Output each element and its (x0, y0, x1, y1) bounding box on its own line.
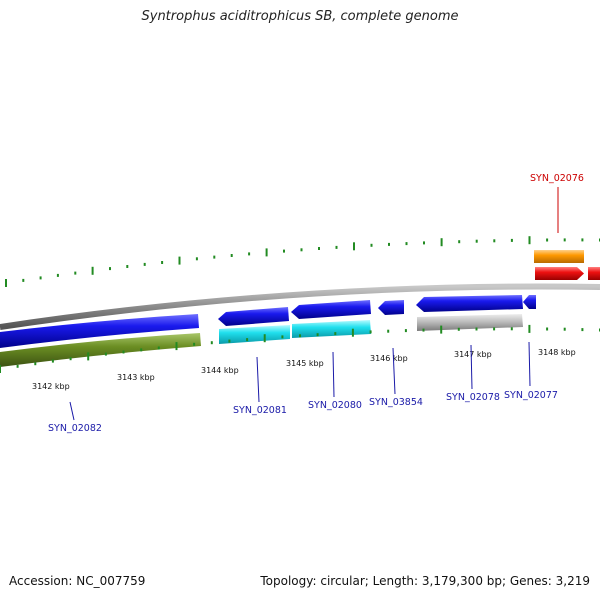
reverse-strand-cds-track (0, 295, 536, 348)
tick-label-3146: 3146 kbp (370, 354, 408, 363)
accession-text: Accession: NC_007759 (9, 574, 146, 588)
feature-syn-02076-orange[interactable] (534, 250, 584, 263)
leader-syn-02082 (69, 401, 75, 421)
feature-syn-02076-red[interactable] (535, 267, 584, 280)
tick-label-3148: 3148 kbp (538, 348, 576, 357)
gene-label-syn-02077[interactable]: SYN_02077 (504, 390, 558, 401)
gene-label-syn-02078[interactable]: SYN_02078 (446, 392, 500, 403)
gene-label-leaders (69, 187, 559, 421)
feature-syn-03854-cds[interactable] (378, 300, 404, 315)
feature-syn-02080-cds[interactable] (291, 300, 371, 319)
genome-info-text: Topology: circular; Length: 3,179,300 bp… (260, 574, 590, 588)
tick-label-3145: 3145 kbp (286, 359, 324, 368)
position-labels: 3142 kbp 3143 kbp 3144 kbp 3145 kbp 3146… (32, 348, 576, 391)
genome-backbone (0, 283, 600, 330)
gene-label-syn-02076[interactable]: SYN_02076 (530, 173, 584, 184)
outer-tick-marks (5, 236, 600, 287)
secondary-feature-track (0, 314, 523, 367)
gene-label-syn-02080[interactable]: SYN_02080 (308, 400, 362, 411)
feature-syn-02082-olive[interactable] (0, 333, 201, 367)
feature-syn-02078-grey[interactable] (417, 314, 523, 331)
inner-tick-marks (0, 324, 600, 373)
gene-label-syn-02081[interactable]: SYN_02081 (233, 405, 287, 416)
feature-syn-02081-cyan[interactable] (219, 325, 290, 344)
leader-syn-02077 (528, 341, 531, 387)
feature-syn-02078-cds[interactable] (416, 295, 523, 312)
tick-label-3142: 3142 kbp (32, 382, 70, 391)
leader-syn-03854 (392, 347, 396, 395)
feature-syn-02080-cyan[interactable] (292, 320, 371, 338)
tick-label-3144: 3144 kbp (201, 366, 239, 375)
feature-syn-02077-cds[interactable] (523, 295, 536, 309)
feature-syn-02082-cds[interactable] (0, 314, 199, 348)
feature-syn-02081-cds[interactable] (218, 307, 289, 326)
gene-label-syn-03854[interactable]: SYN_03854 (369, 397, 423, 408)
leader-syn-02080 (332, 351, 335, 398)
leader-syn-02078 (470, 344, 473, 390)
map-title: Syntrophus aciditrophicus SB, complete g… (141, 9, 459, 24)
forward-strand-track (534, 250, 600, 280)
gene-labels: SYN_02082 SYN_02081 SYN_02080 SYN_03854 … (48, 173, 584, 434)
tick-label-3147: 3147 kbp (454, 350, 492, 359)
feature-red-right[interactable] (588, 267, 600, 280)
leader-syn-02081 (256, 356, 260, 403)
tick-label-3143: 3143 kbp (117, 373, 155, 382)
gene-label-syn-02082[interactable]: SYN_02082 (48, 423, 102, 434)
